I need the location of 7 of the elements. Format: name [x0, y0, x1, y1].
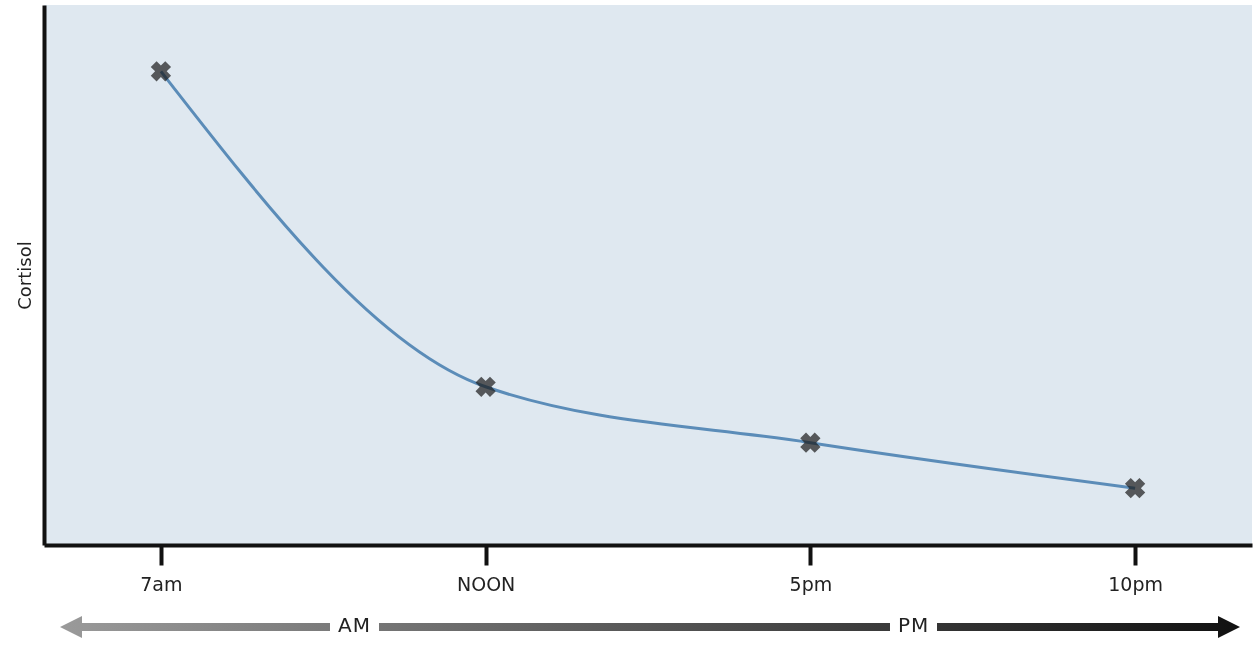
x-tick-label: 10pm: [1108, 572, 1163, 595]
x-tick-label: 7am: [140, 572, 183, 595]
y-axis-title: Cortisol: [13, 241, 35, 310]
x-tick-label: NOON: [456, 572, 516, 595]
x-tick-label: 5pm: [789, 572, 833, 595]
text: PM: [890, 611, 938, 639]
text: AM: [330, 611, 379, 639]
